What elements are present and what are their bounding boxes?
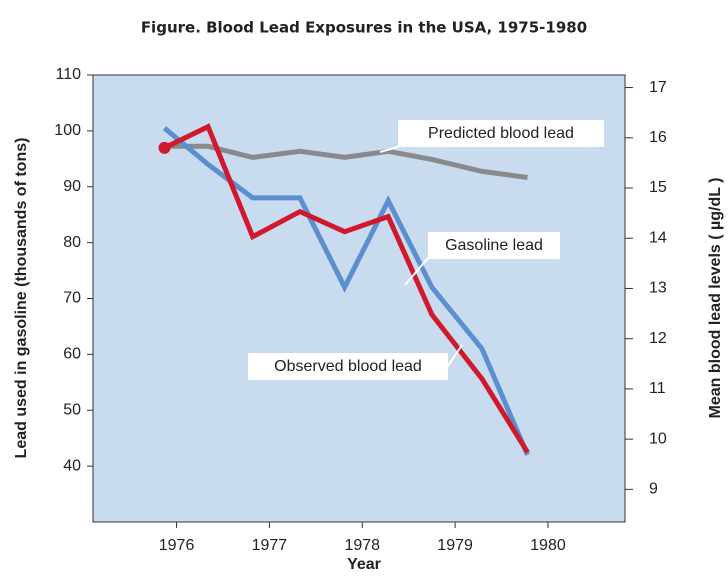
chart-title: Figure. Blood Lead Exposures in the USA,…: [141, 19, 587, 37]
series-line: [163, 123, 530, 454]
y2-tick-label: 12: [649, 330, 667, 347]
x-axis-label: Year: [347, 556, 381, 573]
y2-tick-label: 9: [649, 481, 658, 498]
y2-tick-label: 16: [649, 129, 667, 146]
y-axis-label: Lead used in gasoline (thousands of tons…: [13, 138, 30, 459]
label-box: [428, 232, 560, 259]
x-tick-label: 1978: [344, 537, 380, 554]
y2-tick-label: 11: [649, 380, 666, 397]
label-leader: [404, 257, 429, 286]
x-tick-label: 1979: [437, 537, 473, 554]
label-leader: [447, 344, 463, 367]
series-label: Gasoline lead: [445, 237, 543, 254]
y2-tick-label: 17: [649, 79, 667, 96]
y-tick-label: 100: [54, 122, 81, 139]
y2-tick-label: 10: [649, 430, 667, 447]
label-leader: [379, 146, 399, 153]
series-line: [162, 126, 530, 456]
series-line: [164, 143, 528, 180]
series-label: Observed blood lead: [274, 358, 422, 375]
label-box: [248, 353, 448, 380]
x-tick-label: 1980: [530, 537, 566, 554]
y-tick-label: 90: [63, 178, 81, 195]
y2-axis-label: Mean blood lead levels ( µg/dL ): [707, 178, 724, 419]
y-tick-label: 50: [63, 401, 81, 418]
label-box: [398, 120, 604, 147]
y-tick-label: 40: [63, 457, 81, 474]
plot-area: [92, 74, 626, 523]
start-point: [158, 141, 171, 154]
x-tick-label: 1976: [159, 537, 195, 554]
y-tick-label: 70: [63, 290, 81, 307]
y2-tick-label: 15: [649, 179, 667, 196]
y2-tick-label: 13: [649, 280, 667, 297]
y2-tick-label: 14: [649, 229, 667, 246]
y-tick-label: 60: [63, 346, 81, 363]
y-tick-label: 80: [63, 234, 81, 251]
series-label: Predicted blood lead: [428, 125, 574, 142]
x-tick-label: 1977: [252, 537, 288, 554]
y-tick-label: 110: [55, 66, 81, 83]
